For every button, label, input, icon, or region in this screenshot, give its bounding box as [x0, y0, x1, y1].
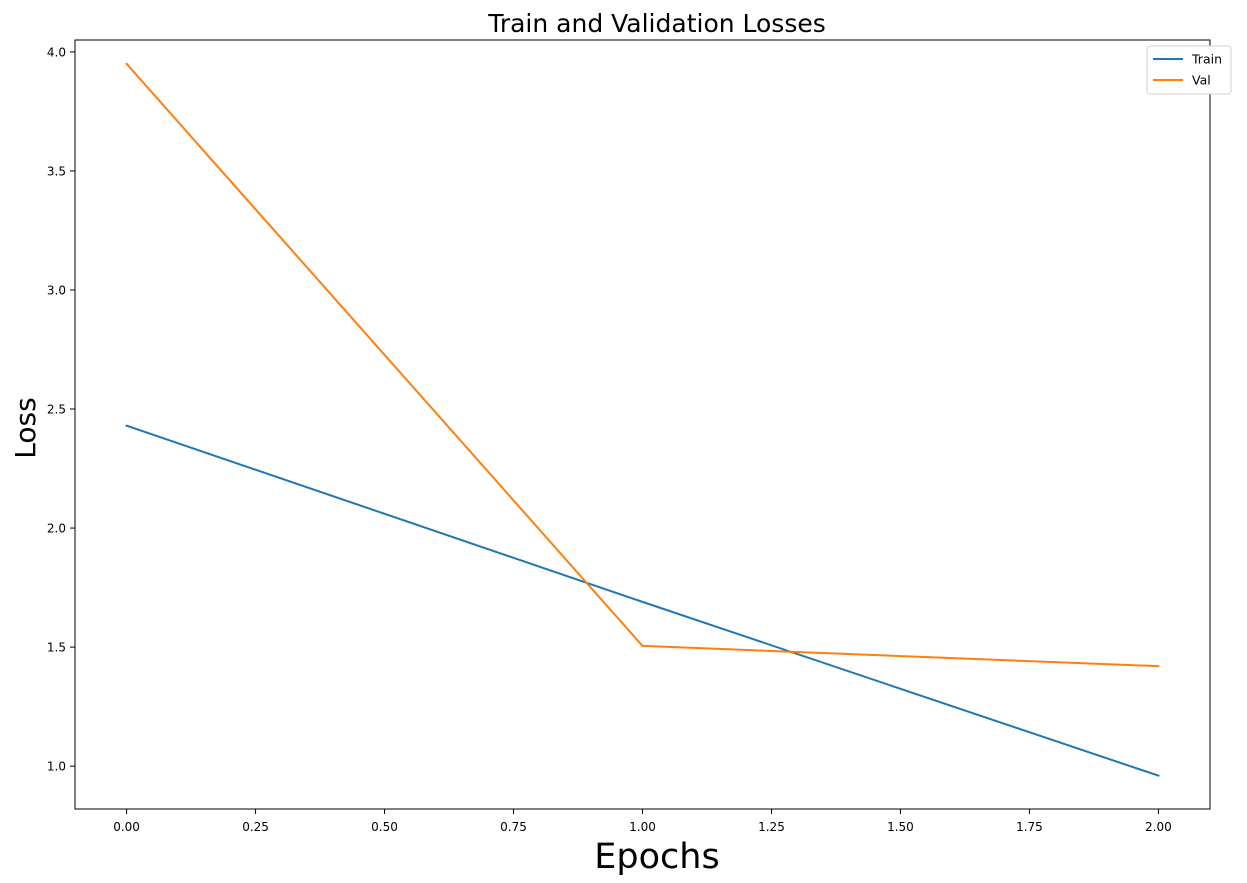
x-tick-label: 1.25: [758, 820, 785, 834]
y-tick-label: 3.0: [47, 283, 66, 297]
y-tick-label: 2.0: [47, 522, 66, 536]
x-tick-label: 2.00: [1145, 820, 1172, 834]
x-tick-label: 0.75: [500, 820, 527, 834]
x-tick-label: 0.00: [113, 820, 140, 834]
series-line-train: [125, 424, 1160, 777]
y-axis-label: Loss: [9, 397, 42, 458]
legend-label-train: Train: [1191, 52, 1222, 67]
y-tick-label: 3.5: [47, 164, 66, 178]
x-tick-label: 1.00: [629, 820, 656, 834]
y-tick-label: 4.0: [47, 45, 66, 59]
x-tick-label: 1.75: [1016, 820, 1043, 834]
legend-label-val: Val: [1192, 73, 1211, 88]
series-line-val: [125, 62, 1160, 668]
x-tick-label: 0.25: [242, 820, 269, 834]
y-axis: 1.0 1.5 2.0 2.5 3.0 3.5 4.0: [47, 45, 75, 774]
chart-title: Train and Validation Losses: [487, 9, 826, 38]
x-axis: 0.00 0.25 0.50 0.75 1.00 1.25 1.50 1.75 2.00: [113, 809, 1172, 834]
y-tick-label: 2.5: [47, 403, 66, 417]
x-axis-label: Epochs: [594, 837, 719, 877]
x-tick-label: 1.50: [887, 820, 914, 834]
plot-marks: [125, 62, 1160, 777]
y-tick-label: 1.0: [47, 760, 66, 774]
x-tick-label: 0.50: [371, 820, 398, 834]
y-tick-label: 1.5: [47, 641, 66, 655]
legend: Train Val: [1146, 45, 1232, 95]
